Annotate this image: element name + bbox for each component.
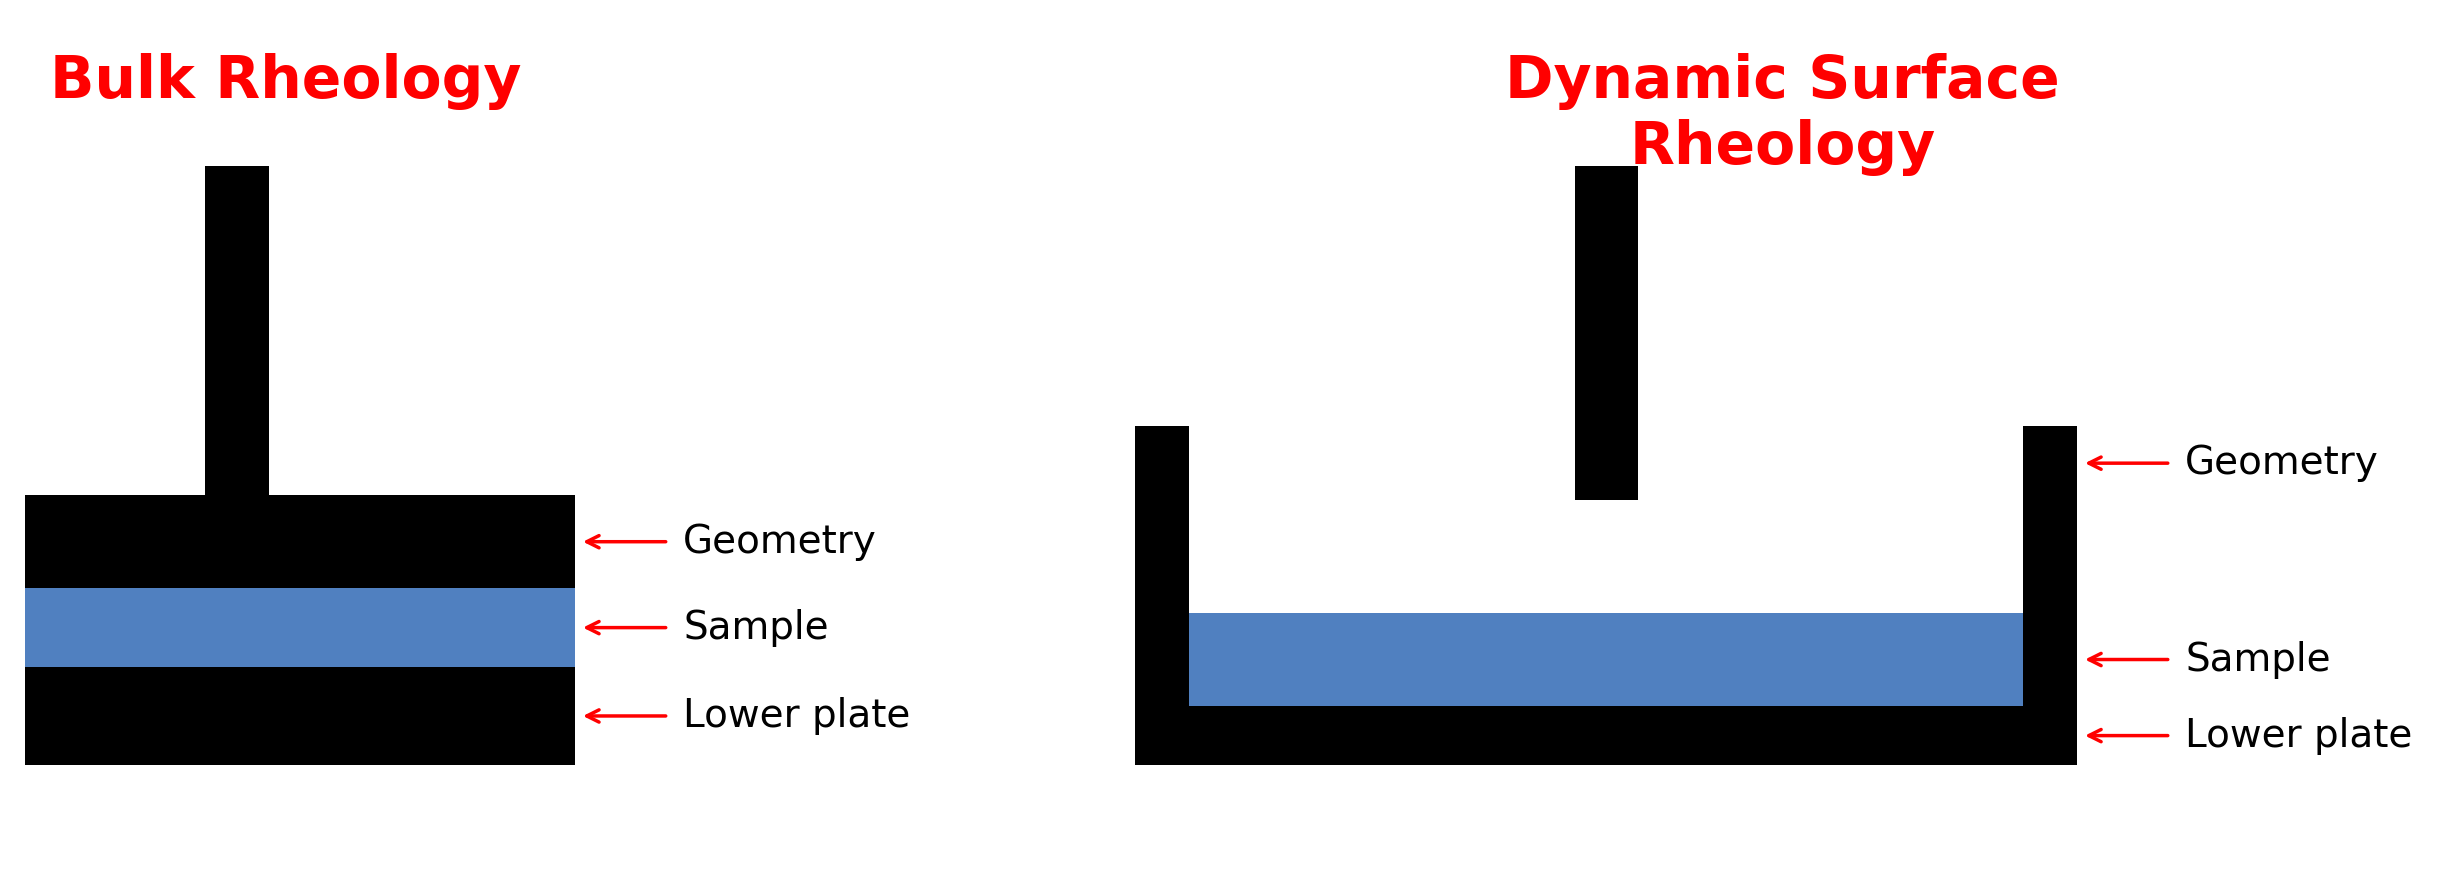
Bar [1189, 427, 2024, 500]
Bar [1135, 427, 2078, 500]
Bar [204, 167, 268, 495]
Bar [1576, 167, 1640, 427]
Text: Sample: Sample [2186, 641, 2332, 679]
Text: Geometry: Geometry [684, 523, 876, 560]
Text: Dynamic Surface
Rheology: Dynamic Surface Rheology [1504, 53, 2061, 176]
Text: Lower plate: Lower plate [2186, 716, 2413, 755]
Bar [1189, 613, 2024, 707]
Bar [25, 495, 576, 588]
Bar [25, 588, 576, 666]
Text: Bulk Rheology: Bulk Rheology [49, 53, 522, 110]
Bar [1576, 427, 1640, 500]
Bar [25, 666, 576, 765]
Bar [1135, 707, 2078, 765]
Text: Lower plate: Lower plate [684, 697, 911, 735]
Text: Sample: Sample [684, 609, 830, 647]
Bar [1135, 500, 1189, 765]
Text: Geometry: Geometry [2186, 445, 2378, 482]
Bar [2024, 500, 2078, 765]
